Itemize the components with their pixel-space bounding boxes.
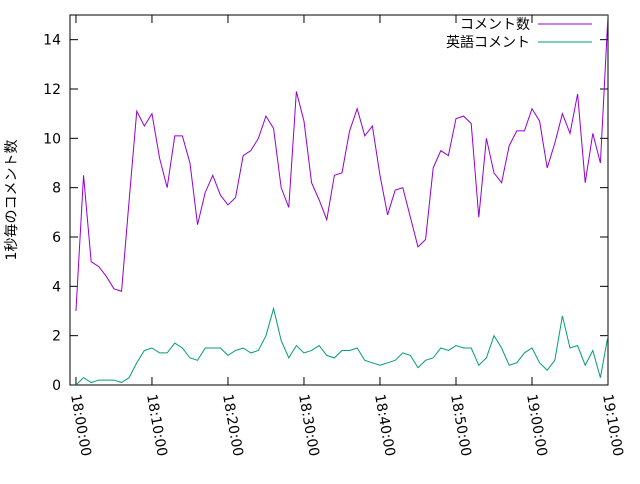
legend-label: 英語コメント — [446, 34, 530, 51]
x-tick-label: 19:10:00 — [599, 393, 626, 458]
y-tick-label: 2 — [52, 329, 61, 345]
legend-label: コメント数 — [460, 17, 530, 33]
x-tick-label: 19:00:00 — [523, 393, 550, 458]
y-tick-label: 0 — [52, 378, 61, 394]
x-tick-label: 18:20:00 — [219, 393, 246, 458]
y-axis-label: 1秒毎のコメント数 — [4, 140, 20, 261]
y-tick-label: 4 — [52, 279, 61, 295]
y-tick-label: 12 — [43, 82, 61, 98]
x-tick-label: 18:00:00 — [67, 393, 94, 458]
plot-border — [69, 14, 609, 386]
x-tick-label: 18:30:00 — [295, 393, 322, 458]
y-tick-label: 10 — [43, 131, 61, 147]
y-tick-label: 6 — [52, 230, 61, 246]
y-tick-label: 14 — [43, 33, 61, 49]
x-tick-label: 18:40:00 — [371, 393, 398, 458]
series-line — [75, 306, 608, 385]
y-tick-label: 8 — [52, 181, 61, 197]
x-tick-label: 18:50:00 — [447, 393, 474, 458]
series-line — [75, 15, 608, 312]
x-tick-label: 18:10:00 — [143, 393, 170, 458]
